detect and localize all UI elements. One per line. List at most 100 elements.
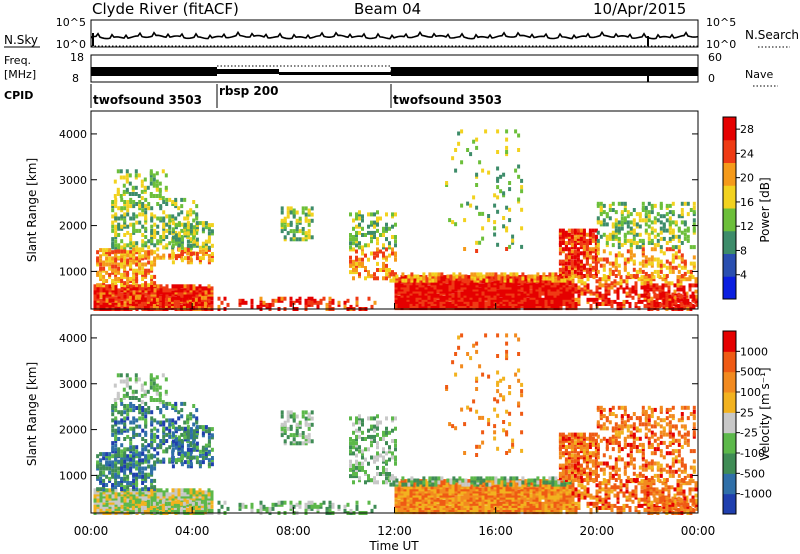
scatter-cell [120, 214, 124, 219]
scatter-cell [129, 204, 133, 209]
scatter-cell [182, 503, 186, 508]
scatter-cell [328, 304, 332, 309]
scatter-cell [691, 283, 695, 288]
scatter-cell [355, 296, 359, 301]
scatter-cell [665, 241, 669, 245]
scatter-cell [201, 292, 205, 297]
scatter-cell [144, 262, 148, 267]
scatter-cell [188, 503, 192, 508]
scatter-cell [355, 268, 358, 272]
scatter-cell [132, 474, 136, 479]
scatter-cell [141, 458, 145, 463]
scatter-cell [149, 302, 153, 306]
scatter-cell [671, 247, 675, 252]
scatter-cell [518, 276, 522, 281]
scatter-cell [150, 470, 154, 475]
scatter-cell [610, 281, 614, 286]
scatter-cell [677, 263, 681, 268]
scatter-cell [152, 181, 156, 186]
scatter-cell [331, 502, 335, 507]
scatter-cell [147, 443, 151, 448]
scatter-cell [677, 234, 681, 239]
scatter-cell [457, 295, 461, 300]
scatter-cell [661, 289, 665, 294]
scatter-cell [123, 266, 127, 271]
scatter-cell [694, 283, 698, 288]
scatter-cell [448, 283, 452, 288]
scatter-cell [126, 272, 130, 277]
scatter-cell [174, 445, 178, 450]
scatter-cell [520, 178, 524, 183]
scatter-cell [93, 496, 97, 501]
scatter-cell [156, 255, 160, 260]
scatter-cell [159, 408, 163, 413]
scatter-cell [607, 297, 611, 302]
scatter-cell [564, 243, 568, 248]
scatter-cell [238, 298, 242, 303]
scatter-cell [561, 236, 565, 241]
scatter-cell [165, 418, 169, 423]
scatter-cell [111, 464, 115, 469]
power-ylabel: Slant Range [km] [25, 158, 39, 262]
scatter-cell [156, 494, 160, 499]
scatter-cell [561, 269, 565, 274]
colorbar-segment [723, 162, 736, 186]
scatter-cell [147, 255, 151, 260]
scatter-cell [143, 389, 147, 394]
scatter-cell [558, 241, 562, 245]
scatter-cell [500, 272, 504, 277]
scatter-cell [295, 502, 299, 507]
scatter-cell [126, 506, 130, 511]
scatter-cell [692, 304, 696, 309]
scatter-cell [677, 238, 681, 243]
scatter-cell [150, 437, 154, 441]
scatter-cell [144, 447, 148, 452]
scatter-cell [692, 255, 696, 260]
scatter-cell [394, 295, 398, 300]
scatter-cell [551, 276, 555, 281]
scatter-cell [168, 459, 172, 464]
scatter-cell [105, 286, 109, 291]
scatter-cell [415, 283, 419, 288]
scatter-cell [195, 460, 199, 465]
scatter-cell [567, 265, 571, 270]
scatter-cell [158, 196, 162, 201]
scatter-cell [174, 233, 178, 238]
scatter-cell [129, 233, 133, 237]
scatter-cell [162, 490, 166, 495]
scatter-cell [472, 299, 476, 304]
scatter-cell [484, 289, 488, 294]
scatter-cell [322, 296, 326, 301]
scatter-cell [132, 258, 136, 263]
scatter-cell [93, 286, 97, 291]
scatter-cell [156, 202, 160, 206]
scatter-cell [277, 502, 281, 507]
scatter-cell [403, 283, 407, 288]
scatter-cell [671, 201, 675, 206]
scatter-cell [135, 220, 139, 225]
scatter-cell [150, 216, 154, 221]
scatter-cell [538, 283, 542, 288]
scatter-cell [499, 189, 503, 194]
scatter-cell [634, 302, 638, 306]
scatter-cell [131, 302, 135, 306]
scatter-cell [113, 179, 117, 184]
scatter-cell [629, 226, 633, 231]
scatter-cell [570, 234, 574, 239]
scatter-cell [162, 237, 166, 242]
scatter-cell [596, 230, 600, 235]
scatter-cell [487, 170, 491, 175]
scatter-cell [511, 234, 515, 239]
scatter-cell [452, 276, 456, 281]
scatter-cell [179, 306, 183, 311]
scatter-cell [653, 302, 657, 307]
scatter-cell [490, 283, 494, 288]
scatter-cell [418, 279, 422, 284]
scatter-cell [585, 259, 589, 264]
scatter-cell [217, 508, 221, 513]
scatter-cell [607, 275, 611, 280]
scatter-cell [579, 243, 583, 248]
scatter-cell [550, 302, 554, 306]
scatter-cell [683, 265, 687, 270]
